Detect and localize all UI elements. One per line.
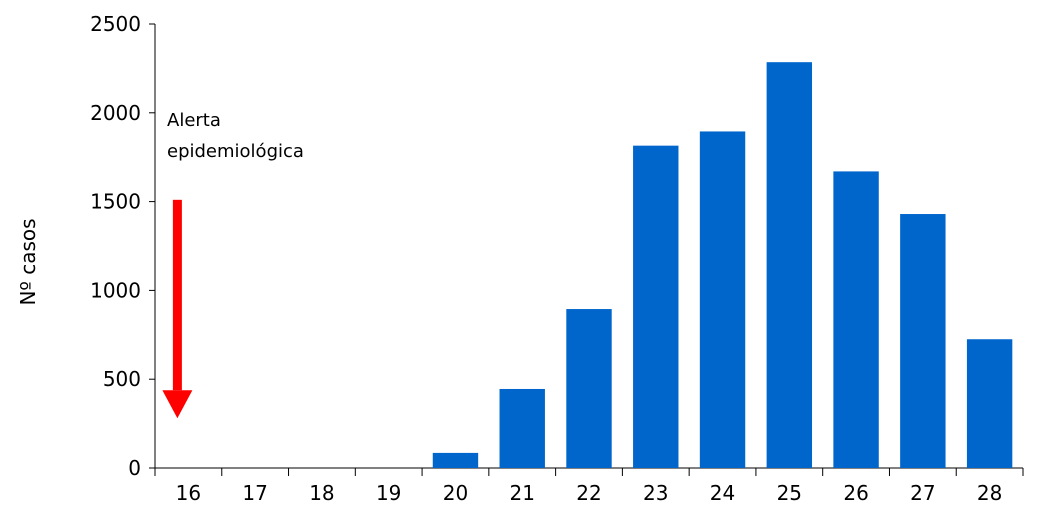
x-tick-label: 20 bbox=[443, 481, 468, 505]
alert-arrow-shaft bbox=[172, 199, 182, 391]
x-tick-label: 21 bbox=[510, 481, 535, 505]
bar-22 bbox=[566, 309, 612, 468]
x-tick-label: 23 bbox=[643, 481, 668, 505]
x-tick-label: 19 bbox=[376, 481, 401, 505]
x-tick-label: 27 bbox=[910, 481, 935, 505]
x-tick-label: 18 bbox=[309, 481, 334, 505]
x-tick-label: 16 bbox=[176, 481, 201, 505]
y-tick-label: 2500 bbox=[90, 12, 141, 36]
x-tick-label: 22 bbox=[576, 481, 601, 505]
alert-arrow bbox=[162, 199, 193, 419]
bar-25 bbox=[766, 62, 813, 469]
x-tick-label: 28 bbox=[977, 481, 1002, 505]
x-tick-label: 24 bbox=[710, 481, 735, 505]
y-tick-label: 2000 bbox=[90, 101, 141, 125]
y-axis: 0 500 1000 1500 2000 2500 bbox=[90, 12, 156, 480]
x-tick-label: 25 bbox=[777, 481, 802, 505]
y-tick-label: 500 bbox=[103, 367, 141, 391]
bar-23 bbox=[633, 145, 679, 468]
x-tick-label: 26 bbox=[843, 481, 868, 505]
annotation-line-2: epidemiológica bbox=[167, 141, 304, 162]
bar-26 bbox=[833, 171, 879, 468]
y-tick-label: 1500 bbox=[90, 190, 141, 214]
x-axis: 16 17 18 19 20 21 22 23 24 25 26 27 28 bbox=[154, 467, 1024, 505]
annotations: Alerta epidemiológica bbox=[162, 110, 304, 419]
bar-28 bbox=[966, 339, 1013, 468]
annotation-line-1: Alerta bbox=[167, 110, 221, 131]
alert-arrow-head bbox=[162, 390, 193, 419]
y-axis-title: Nº casos bbox=[16, 218, 40, 305]
y-tick-label: 0 bbox=[128, 456, 141, 480]
bar-27 bbox=[900, 214, 946, 468]
bars bbox=[432, 62, 1013, 469]
bar-21 bbox=[499, 388, 545, 468]
y-tick-label: 1000 bbox=[90, 278, 141, 302]
bar-20 bbox=[432, 452, 479, 468]
x-tick-label: 17 bbox=[242, 481, 267, 505]
bar-24 bbox=[699, 131, 746, 468]
